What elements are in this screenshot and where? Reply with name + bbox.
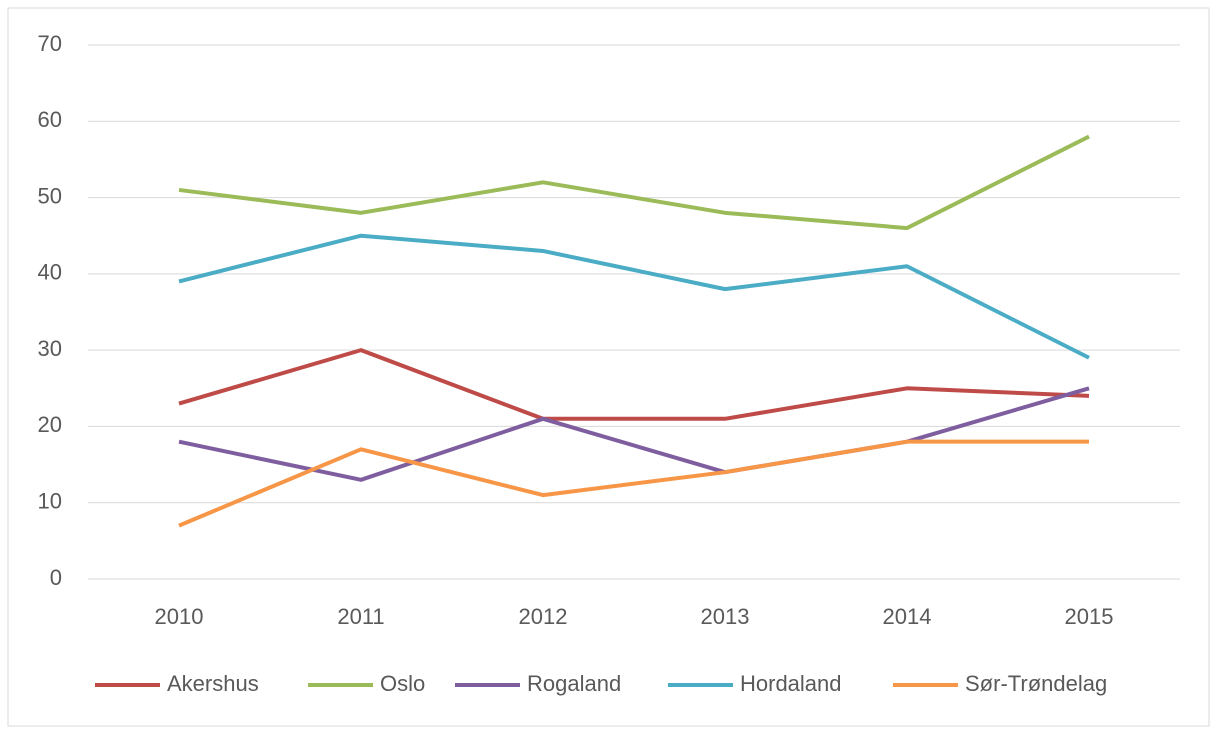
series-line — [178, 386, 1090, 482]
x-tick-label: 2012 — [519, 604, 568, 629]
chart-border — [7, 7, 1210, 727]
y-tick-label: 50 — [38, 183, 62, 208]
series-line — [178, 233, 1090, 360]
legend-label: Sør-Trøndelag — [965, 671, 1107, 696]
y-tick-label: 10 — [38, 489, 62, 514]
y-tick-label: 30 — [38, 336, 62, 361]
legend-label: Akershus — [167, 671, 259, 696]
legend-label: Hordaland — [740, 671, 842, 696]
y-tick-label: 60 — [38, 107, 62, 132]
x-tick-label: 2013 — [701, 604, 750, 629]
legend-label: Rogaland — [527, 671, 621, 696]
legend-label: Oslo — [380, 671, 425, 696]
series-line — [178, 348, 1090, 421]
series-line — [178, 439, 1089, 528]
x-tick-label: 2010 — [155, 604, 204, 629]
series-line — [178, 134, 1090, 231]
y-tick-label: 0 — [50, 565, 62, 590]
x-tick-label: 2011 — [337, 604, 384, 629]
x-tick-label: 2014 — [883, 604, 932, 629]
x-tick-label: 2015 — [1065, 604, 1114, 629]
y-tick-label: 20 — [38, 412, 62, 437]
y-tick-label: 70 — [38, 31, 62, 56]
y-tick-label: 40 — [38, 260, 62, 285]
